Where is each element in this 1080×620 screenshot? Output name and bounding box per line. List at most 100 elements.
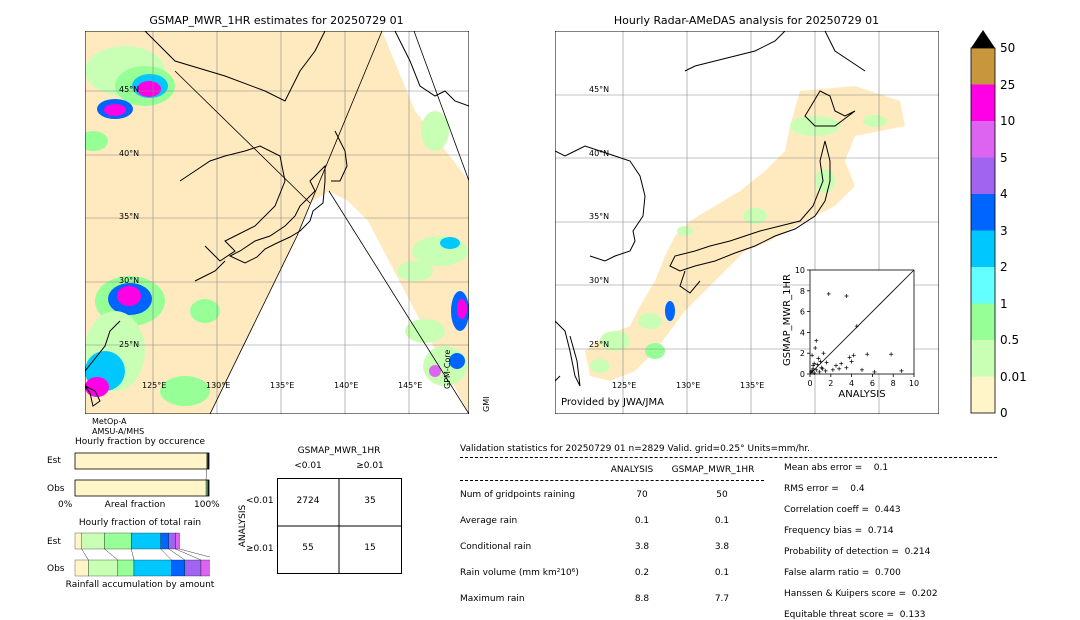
contingency-col-0: <0.01 xyxy=(278,461,338,471)
left-lon-130: 130°E xyxy=(206,381,230,390)
colorbar-tick-label: 25 xyxy=(1000,78,1015,92)
validation-score: RMS error = 0.4 xyxy=(784,484,865,494)
validation-row-label: Rain volume (mm km²10⁶) xyxy=(460,568,579,578)
scatter-y-tick: 4 xyxy=(800,328,805,337)
contingency-grid xyxy=(277,478,403,574)
validation-score: Hanssen & Kuipers score = 0.202 xyxy=(784,589,938,599)
colorbar-extend-arrow xyxy=(971,30,995,48)
colorbar-segment xyxy=(971,340,995,377)
satellite-label-1: MetOp-A xyxy=(92,417,127,426)
left-lat-30: 30°N xyxy=(119,276,139,285)
validation-score: Mean abs error = 0.1 xyxy=(784,463,888,473)
validation-row-gsmap: 0.1 xyxy=(680,568,764,578)
validation-col-gsmap: GSMAP_MWR_1HR xyxy=(663,465,763,475)
colorbar-tick-label: 4 xyxy=(1000,187,1008,201)
left-lat-45: 45°N xyxy=(119,85,139,94)
validation-row-analysis: 8.8 xyxy=(600,594,684,604)
validation-row-analysis: 3.8 xyxy=(600,542,684,552)
validation-score: Correlation coeff = 0.443 xyxy=(784,505,901,515)
validation-col-analysis: ANALYSIS xyxy=(600,465,664,475)
rainfall-bar-segment xyxy=(131,533,160,549)
colorbar-segment xyxy=(971,48,995,85)
colorbar-tick-label: 50 xyxy=(1000,41,1015,55)
colorbar-tick-label: 1 xyxy=(1000,297,1008,311)
scatter-x-tick: 6 xyxy=(870,379,875,388)
validation-divider xyxy=(460,457,997,458)
rainfall-bar-segment xyxy=(75,560,88,576)
rainfall-bar-segment xyxy=(104,533,131,549)
rainfall-bars xyxy=(74,530,210,580)
validation-row-label: Num of gridpoints raining xyxy=(460,490,575,500)
right-map-title: Hourly Radar-AMeDAS analysis for 2025072… xyxy=(555,14,938,27)
validation-row-analysis: 0.1 xyxy=(600,516,684,526)
left-lat-25: 25°N xyxy=(119,340,139,349)
validation-row-gsmap: 3.8 xyxy=(680,542,764,552)
colorbar-tick-label: 3 xyxy=(1000,224,1008,238)
rainfall-bar-segment xyxy=(171,560,184,576)
validation-score: Frequency bias = 0.714 xyxy=(784,526,894,536)
scatter-y-tick: 0 xyxy=(800,370,805,379)
contingency-cell-11: 15 xyxy=(339,543,401,553)
colorbar-segment xyxy=(971,121,995,158)
rainfall-bar-segment xyxy=(176,533,180,549)
rainfall-bar-segment xyxy=(201,560,210,576)
scatter-xlabel: ANALYSIS xyxy=(810,389,914,400)
occurrence-est-label: Est xyxy=(47,456,61,466)
rainfall-title: Hourly fraction of total rain xyxy=(60,518,220,528)
right-lat-35: 35°N xyxy=(589,212,609,221)
left-lat-40: 40°N xyxy=(119,149,139,158)
colorbar-segment xyxy=(971,267,995,304)
scatter-x-tick: 10 xyxy=(909,379,919,388)
validation-row-label: Average rain xyxy=(460,516,517,526)
colorbar-segment xyxy=(971,231,995,268)
colorbar-segment xyxy=(971,304,995,341)
left-lon-140: 140°E xyxy=(334,381,358,390)
rainfall-est-label: Est xyxy=(47,537,61,547)
validation-score: Probability of detection = 0.214 xyxy=(784,547,930,557)
contingency-cell-01: 35 xyxy=(339,496,401,506)
validation-row-gsmap: 50 xyxy=(680,490,764,500)
contingency-row-0: <0.01 xyxy=(246,496,274,506)
scatter-x-tick: 8 xyxy=(891,379,896,388)
contingency-cell-00: 2724 xyxy=(277,496,339,506)
rainfall-bar-segment xyxy=(185,560,201,576)
colorbar xyxy=(965,28,1025,418)
occurrence-bar-segment xyxy=(75,453,207,469)
right-lon-125: 125°E xyxy=(612,381,636,390)
validation-subdivider xyxy=(460,480,764,481)
occurrence-xlabel: Areal fraction xyxy=(90,500,180,510)
left-lat-35: 35°N xyxy=(119,212,139,221)
validation-row-label: Conditional rain xyxy=(460,542,531,552)
colorbar-segment xyxy=(971,194,995,231)
validation-score: False alarm ratio = 0.700 xyxy=(784,568,901,578)
colorbar-segment xyxy=(971,85,995,122)
colorbar-tick-label: 5 xyxy=(1000,151,1008,165)
scatter-x-tick: 2 xyxy=(828,379,833,388)
rainfall-xlabel: Rainfall accumulation by amount xyxy=(55,580,225,590)
validation-row-analysis: 70 xyxy=(600,490,684,500)
rainfall-bar-segment xyxy=(75,533,82,549)
right-lon-130: 130°E xyxy=(676,381,700,390)
scatter-y-tick: 6 xyxy=(800,308,805,317)
satellite-label-2: AMSU-A/MHS xyxy=(92,427,144,436)
left-map xyxy=(85,31,469,414)
scatter-ylabel: GSMAP_MWR_1HR xyxy=(782,268,793,372)
right-lat-40: 40°N xyxy=(589,149,609,158)
right-lat-30: 30°N xyxy=(589,276,609,285)
rainfall-obs-label: Obs xyxy=(47,564,65,574)
contingency-col-1: ≥0.01 xyxy=(340,461,400,471)
colorbar-tick-label: 0.01 xyxy=(1000,370,1027,384)
contingency-cell-10: 55 xyxy=(277,543,339,553)
scatter-y-tick: 2 xyxy=(800,349,805,358)
left-lon-145: 145°E xyxy=(398,381,422,390)
occurrence-bar-segment xyxy=(75,480,206,496)
colorbar-tick-label: 10 xyxy=(1000,114,1015,128)
validation-row-label: Maximum rain xyxy=(460,594,525,604)
rainfall-bar-segment xyxy=(134,560,172,576)
occurrence-bars xyxy=(74,450,210,500)
colorbar-tick-label: 2 xyxy=(1000,260,1008,274)
rainfall-bar-segment xyxy=(161,533,169,549)
validation-row-gsmap: 7.7 xyxy=(680,594,764,604)
colorbar-segment xyxy=(971,158,995,195)
occurrence-x-min: 0% xyxy=(58,500,72,510)
